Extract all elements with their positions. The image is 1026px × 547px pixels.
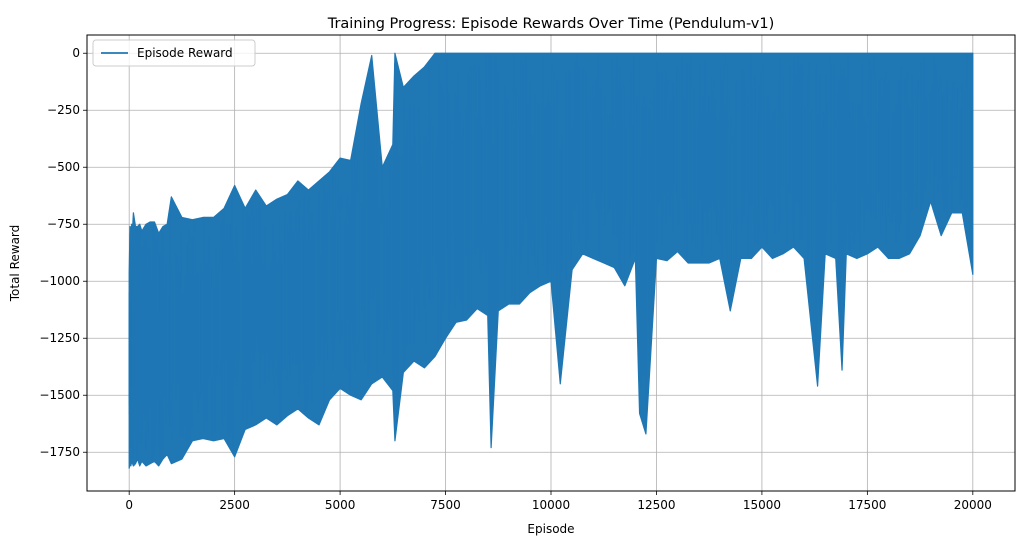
x-tick-label: 15000 [743,498,781,512]
x-tick-label: 10000 [532,498,570,512]
chart-title: Training Progress: Episode Rewards Over … [327,16,775,32]
x-axis-label: Episode [527,522,574,536]
y-tick-label: −750 [47,217,80,231]
legend-label: Episode Reward [137,46,233,60]
x-tick-label: 20000 [954,498,992,512]
x-tick-label: 0 [125,498,133,512]
series-layer [128,52,974,469]
x-axis-ticks: 0 2500 5000 7500 10000 12500 15000 17500 20000 [125,491,992,512]
series-episode-reward-spikes [128,53,974,461]
x-tick-label: 12500 [637,498,675,512]
x-tick-label: 17500 [848,498,886,512]
y-tick-label: 0 [72,46,80,60]
y-tick-label: −1750 [39,445,80,459]
x-tick-label: 7500 [430,498,461,512]
legend: Episode Reward [92,39,256,67]
y-tick-label: −250 [47,103,80,117]
y-axis-ticks: 0 −250 −500 −750 −1000 −1250 −1500 −1750 [39,46,87,459]
y-tick-label: −1250 [39,331,80,345]
series-episode-reward-band [128,52,974,469]
y-axis-label: Total Reward [8,225,22,303]
x-tick-label: 5000 [325,498,356,512]
x-tick-label: 2500 [219,498,250,512]
y-tick-label: −1500 [39,388,80,402]
y-tick-label: −1000 [39,274,80,288]
y-tick-label: −500 [47,160,80,174]
legend-box [92,39,256,67]
